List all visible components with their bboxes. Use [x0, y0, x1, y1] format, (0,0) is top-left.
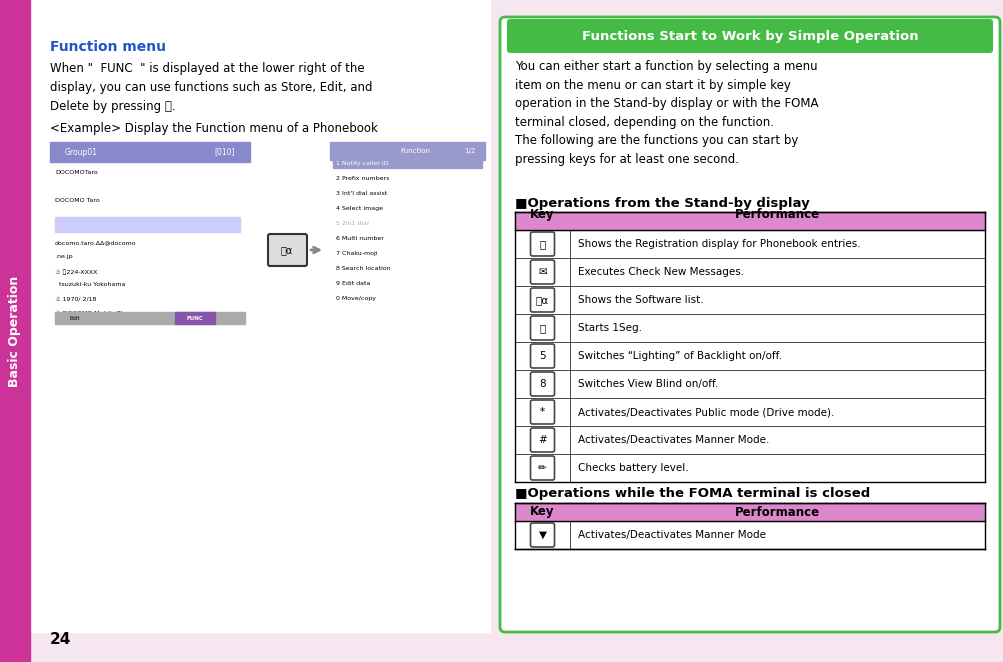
Text: ▼: ▼ [538, 530, 546, 540]
Text: ☃ 〒224-XXXX: ☃ 〒224-XXXX [55, 268, 97, 275]
Bar [515, 398, 984, 426]
Text: Shows the Registration display for Phonebook entries.: Shows the Registration display for Phone… [578, 239, 860, 249]
Text: Group01: Group01 [65, 148, 98, 156]
Bar [515, 212, 984, 230]
Text: .ne.jp: .ne.jp [55, 254, 72, 259]
Bar [515, 342, 984, 370]
Text: 5 2in1 dial: 5 2in1 dial [336, 220, 368, 226]
FancyBboxPatch shape [530, 260, 554, 284]
Text: ■Operations while the FOMA terminal is closed: ■Operations while the FOMA terminal is c… [515, 487, 870, 500]
Text: ☃ DOCOMO Mobile Phone: ☃ DOCOMO Mobile Phone [55, 310, 136, 316]
Text: Edit: Edit [69, 316, 80, 320]
Bar [515, 521, 984, 549]
Text: 0 Move/copy: 0 Move/copy [336, 295, 376, 301]
Text: Shows the Software list.: Shows the Software list. [578, 295, 703, 305]
Bar [515, 258, 984, 286]
Bar [333, 157, 481, 168]
Bar [515, 454, 984, 482]
Bar [55, 312, 245, 324]
Bar [50, 142, 250, 332]
Text: tsuzuki-ku Yokohama: tsuzuki-ku Yokohama [55, 282, 125, 287]
Bar [515, 314, 984, 342]
Text: FUNC: FUNC [187, 316, 204, 320]
Text: Function menu: Function menu [50, 40, 165, 54]
Text: Checks battery level.: Checks battery level. [578, 463, 688, 473]
Text: ☃ 1970/ 2/18: ☃ 1970/ 2/18 [55, 296, 96, 303]
Bar [0, 0, 30, 662]
FancyBboxPatch shape [499, 17, 999, 632]
Bar [515, 426, 984, 454]
Text: Function: Function [399, 148, 429, 154]
Bar [515, 370, 984, 398]
Text: Activates/Deactivates Public mode (Drive mode).: Activates/Deactivates Public mode (Drive… [578, 407, 833, 417]
Bar [515, 286, 984, 314]
Text: DOCOMOTaro: DOCOMOTaro [55, 170, 97, 175]
FancyBboxPatch shape [507, 19, 992, 53]
Text: 2 Prefix numbers: 2 Prefix numbers [336, 175, 389, 181]
FancyBboxPatch shape [530, 456, 554, 480]
Text: 090XXXXXXXX: 090XXXXXXXX [55, 226, 100, 231]
Text: [010]: [010] [215, 148, 235, 156]
FancyBboxPatch shape [530, 428, 554, 452]
FancyBboxPatch shape [530, 288, 554, 312]
Text: 6 Multi number: 6 Multi number [336, 236, 383, 240]
Text: Executes Check New Messages.: Executes Check New Messages. [578, 267, 743, 277]
Text: <Example> Display the Function menu of a Phonebook
              entry: <Example> Display the Function menu of a… [50, 122, 377, 154]
Text: Activates/Deactivates Manner Mode: Activates/Deactivates Manner Mode [578, 530, 765, 540]
Text: Starts 1Seg.: Starts 1Seg. [578, 323, 641, 333]
Bar [515, 503, 984, 521]
Text: ⓤ: ⓤ [539, 239, 545, 249]
Text: docomo.taro.ΔΔ@docomo: docomo.taro.ΔΔ@docomo [55, 240, 136, 245]
Text: ⓘα: ⓘα [281, 245, 293, 255]
Text: 4 Select image: 4 Select image [336, 205, 382, 211]
Text: ✉: ✉ [538, 267, 547, 277]
Text: Switches “Lighting” of Backlight on/off.: Switches “Lighting” of Backlight on/off. [578, 351, 781, 361]
FancyBboxPatch shape [530, 523, 554, 547]
FancyBboxPatch shape [530, 344, 554, 368]
Bar [175, 312, 215, 324]
Text: 5: 5 [539, 351, 546, 361]
Text: Basic Operation: Basic Operation [8, 275, 21, 387]
Text: Performance: Performance [734, 506, 819, 518]
Text: 1/2: 1/2 [463, 148, 474, 154]
Text: 24: 24 [50, 632, 71, 647]
Text: Key: Key [530, 207, 555, 220]
Bar [265, 227, 320, 272]
Text: 8: 8 [539, 379, 546, 389]
Text: ⓘα: ⓘα [536, 295, 549, 305]
Bar [50, 142, 250, 162]
Text: Functions Start to Work by Simple Operation: Functions Start to Work by Simple Operat… [581, 30, 918, 42]
Text: 9 Edit data: 9 Edit data [336, 281, 370, 285]
FancyBboxPatch shape [530, 316, 554, 340]
Text: 📺: 📺 [539, 323, 545, 333]
Bar [330, 142, 484, 332]
Text: You can either start a function by selecting a menu
item on the menu or can star: You can either start a function by selec… [515, 60, 817, 166]
Text: Activates/Deactivates Manner Mode.: Activates/Deactivates Manner Mode. [578, 435, 768, 445]
FancyBboxPatch shape [530, 400, 554, 424]
Text: *: * [540, 407, 545, 417]
Text: 1 Notify caller ID: 1 Notify caller ID [336, 160, 388, 166]
Text: 8 Search location: 8 Search location [336, 265, 390, 271]
FancyBboxPatch shape [268, 234, 307, 266]
FancyBboxPatch shape [530, 232, 554, 256]
Text: Performance: Performance [734, 207, 819, 220]
Text: 7 Chaku-moji: 7 Chaku-moji [336, 250, 377, 256]
Text: Key: Key [530, 506, 555, 518]
FancyBboxPatch shape [530, 372, 554, 396]
Text: Switches View Blind on/off.: Switches View Blind on/off. [578, 379, 718, 389]
Bar [515, 230, 984, 258]
Text: #: # [538, 435, 547, 445]
Text: ✏: ✏ [538, 463, 547, 473]
Text: ■Operations from the Stand-by display: ■Operations from the Stand-by display [515, 197, 809, 210]
Bar [330, 142, 484, 160]
Text: DOCOMO Taro: DOCOMO Taro [55, 198, 99, 203]
Text: 3 Int'l dial assist: 3 Int'l dial assist [336, 191, 387, 195]
Bar [30, 0, 489, 632]
Text: When "  FUNC  " is displayed at the lower right of the
display, you can use func: When " FUNC " is displayed at the lower … [50, 62, 372, 113]
Bar [55, 217, 240, 232]
